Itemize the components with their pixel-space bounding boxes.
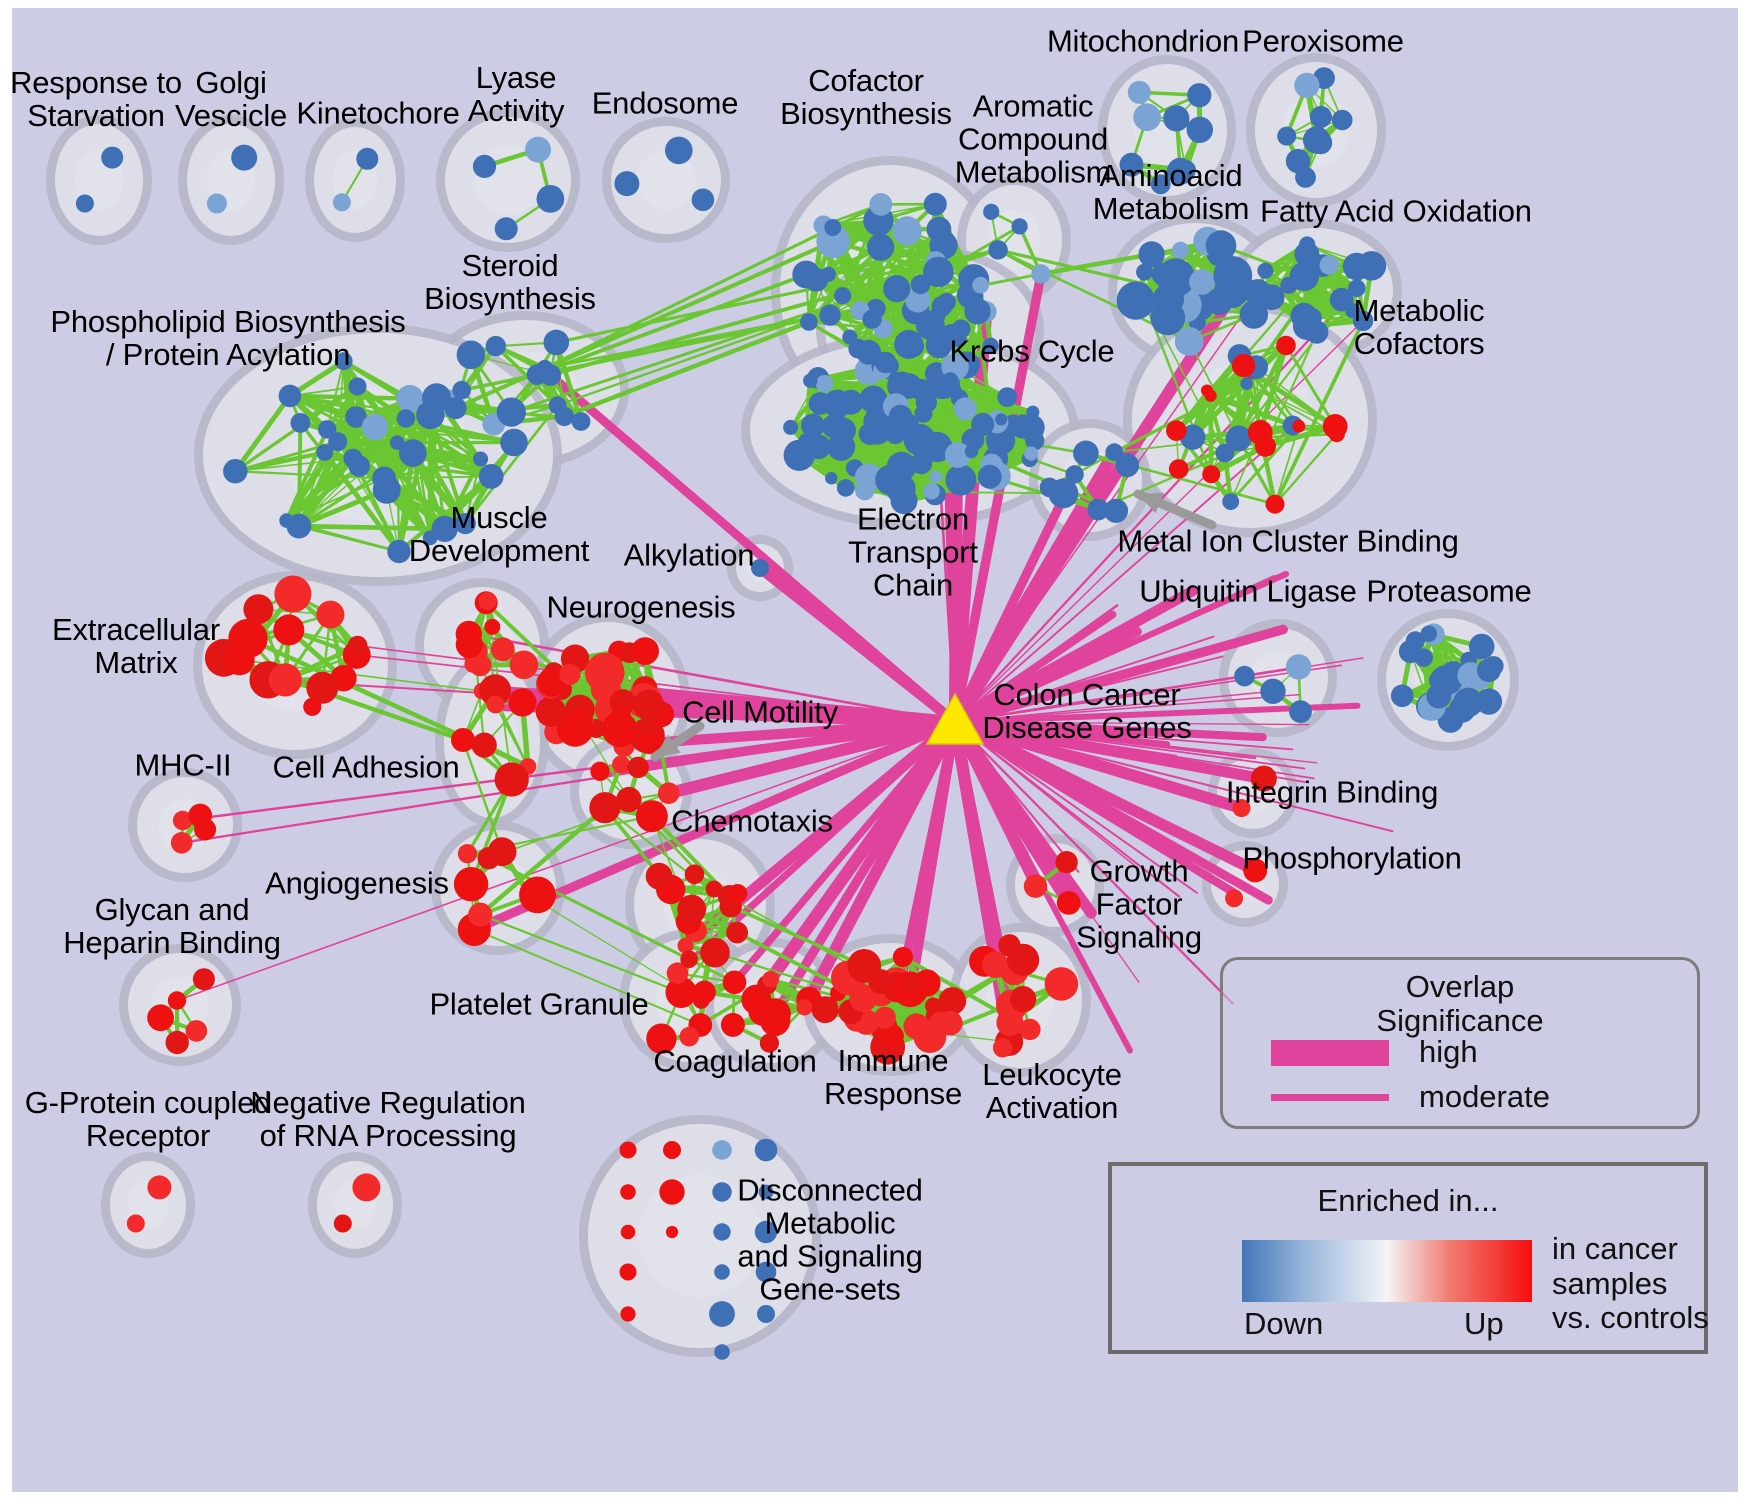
cluster-label-glycan-heparin-binding: Glycan and Heparin Binding [63, 892, 281, 960]
cluster-label-proteasome: Proteasome [1366, 573, 1532, 609]
cluster-label-mhc-ii: MHC-II [134, 747, 232, 783]
cluster-label-platelet-granule: Platelet Granule [429, 986, 649, 1022]
cluster-label-mitochondrion: Mitochondrion [1046, 23, 1240, 59]
cluster-label-aromatic-compound-metabolism: Aromatic Compound Metabolism [954, 88, 1112, 190]
cluster-label-lyase-activity: Lyase Activity [467, 60, 565, 128]
scale-label-down: Down [1244, 1306, 1324, 1341]
legend-swatch-moderate [1271, 1094, 1389, 1101]
cluster-label-steroid-biosynthesis: Steroid Biosynthesis [424, 248, 596, 316]
cluster-label-ubiquitin-ligase: Ubiquitin Ligase [1139, 573, 1357, 609]
cluster-label-electron-transport-chain: Electron Transport Chain [848, 501, 978, 603]
cluster-label-g-protein-coupled-receptor: G-Protein coupled Receptor [24, 1085, 272, 1153]
cluster-label-golgi-vesicle: Golgi Vescicle [174, 65, 288, 133]
cluster-label-fatty-acid-oxidation: Fatty Acid Oxidation [1260, 193, 1532, 229]
cluster-label-integrin-binding: Integrin Binding [1225, 774, 1439, 810]
cluster-label-negative-regulation-rna: Negative Regulation of RNA Processing [250, 1085, 526, 1153]
cluster-label-metabolic-cofactors: Metabolic Cofactors [1353, 293, 1485, 361]
cluster-label-angiogenesis: Angiogenesis [265, 865, 449, 901]
cluster-label-cofactor-biosynthesis: Cofactor Biosynthesis [780, 63, 952, 131]
cluster-label-cell-motility: Cell Motility [682, 694, 838, 730]
legend-label-high: high [1419, 1034, 1478, 1069]
cluster-label-peroxisome: Peroxisome [1242, 23, 1404, 59]
legend-overlap-significance: Overlap Significance high moderate [1220, 957, 1700, 1129]
cluster-label-chemotaxis: Chemotaxis [671, 803, 833, 839]
cluster-label-muscle-development: Muscle Development [408, 500, 590, 568]
legend-enriched-in: Enriched in... Down Up in cancer samples v… [1108, 1162, 1709, 1354]
cluster-label-disconnected-gene-sets: Disconnected Metabolic and Signaling Gene-s… [737, 1172, 923, 1306]
cluster-label-leukocyte-activation: Leukocyte Activation [982, 1057, 1122, 1125]
cluster-label-response-to-starvation: Response to Starvation [10, 65, 182, 133]
legend-enriched-title: Enriched in... [1317, 1183, 1499, 1218]
legend-overlap-title: Overlap Significance [1376, 969, 1544, 1039]
cluster-label-coagulation: Coagulation [653, 1043, 817, 1079]
cluster-label-endosome: Endosome [591, 85, 739, 121]
cluster-label-kinetochore: Kinetochore [296, 95, 460, 131]
cluster-label-growth-factor-signaling: Growth Factor Signaling [1076, 853, 1202, 955]
cluster-label-neurogenesis: Neurogenesis [546, 589, 736, 625]
legend-enriched-caption: in cancer samples vs. controls [1552, 1231, 1709, 1336]
cluster-label-extracellular-matrix: Extracellular Matrix [52, 612, 220, 680]
cluster-label-cell-adhesion: Cell Adhesion [272, 749, 460, 785]
hub-label-colon-cancer-disease-genes: Colon Cancer Disease Genes [982, 677, 1192, 745]
cluster-label-alkylation: Alkylation [623, 537, 755, 573]
cluster-label-immune-response: Immune Response [824, 1043, 962, 1111]
cluster-label-phosphorylation: Phosphorylation [1242, 840, 1462, 876]
cluster-label-aminoacid-metabolism: Aminoacid Metabolism [1092, 158, 1250, 226]
legend-label-moderate: moderate [1419, 1079, 1550, 1114]
scale-label-up: Up [1464, 1306, 1504, 1341]
cluster-label-metal-ion-cluster-binding: Metal Ion Cluster Binding [1117, 523, 1459, 559]
cluster-label-phospholipid-biosynthesis: Phospholipid Biosynthesis / Protein Acyla… [50, 304, 406, 372]
cluster-label-krebs-cycle: Krebs Cycle [949, 333, 1115, 369]
color-scale-bar [1242, 1240, 1532, 1302]
legend-swatch-high [1271, 1040, 1389, 1066]
